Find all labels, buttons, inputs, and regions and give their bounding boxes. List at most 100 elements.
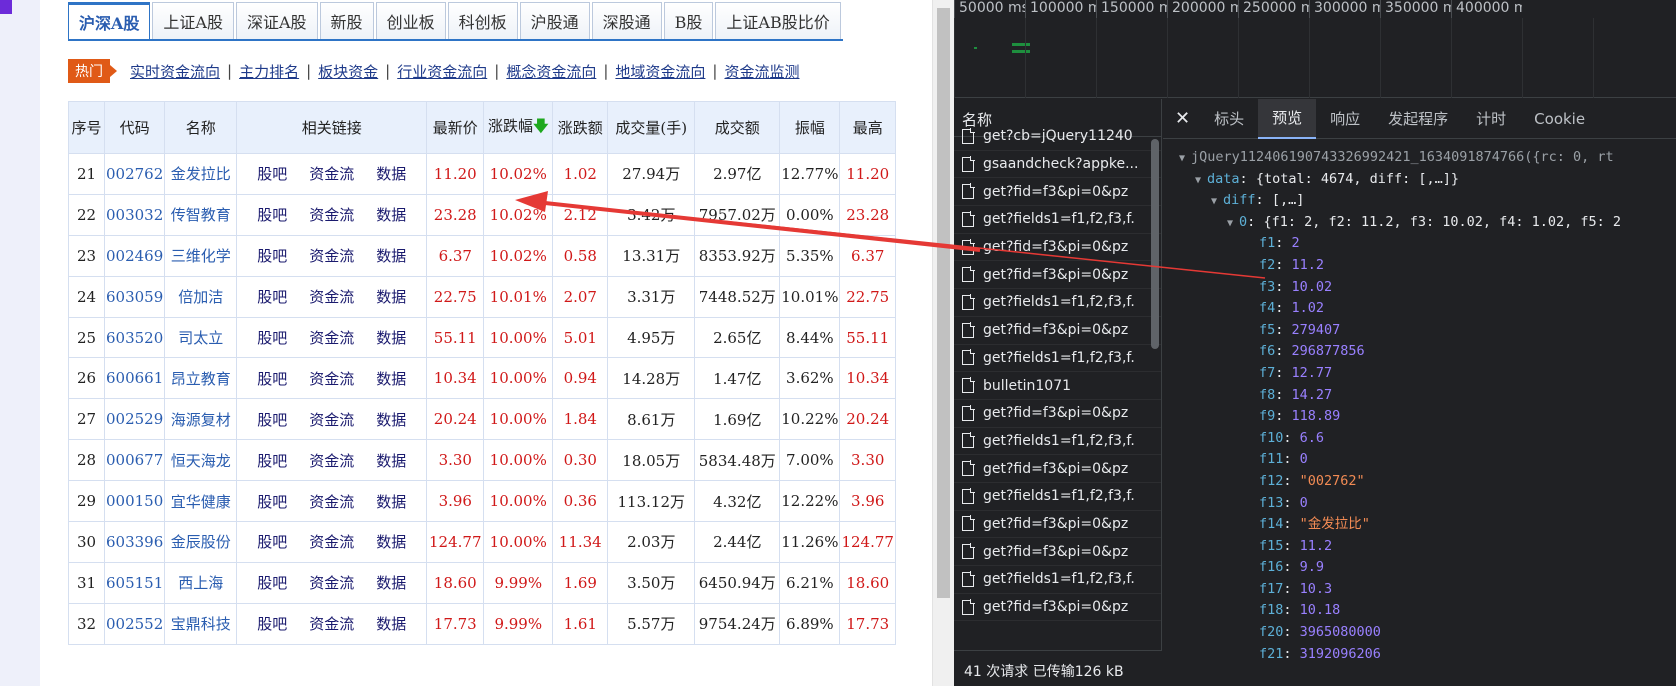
market-tab[interactable]: 科创板	[447, 2, 518, 39]
column-header[interactable]: 振幅	[779, 101, 841, 154]
market-tab[interactable]: 新股	[319, 2, 374, 39]
stock-name-link[interactable]: 金辰股份	[164, 521, 238, 563]
related-link[interactable]: 股吧	[257, 492, 288, 511]
request-item[interactable]: get?fields1=f1,f2,f3,f.	[954, 345, 1161, 373]
related-link[interactable]: 股吧	[257, 533, 288, 552]
related-link[interactable]: 股吧	[257, 206, 288, 225]
json-field-line[interactable]: f9: 118.89	[1179, 406, 1676, 428]
market-tab[interactable]: 上证AB股比价	[715, 2, 841, 39]
json-field-line[interactable]: f5: 279407	[1179, 320, 1676, 342]
request-item[interactable]: get?fields1=f1,f2,f3,f.	[954, 483, 1161, 511]
stock-code-link[interactable]: 600661	[103, 357, 166, 400]
request-item[interactable]: get?fid=f3&pi=0&pz	[954, 511, 1161, 539]
hot-link[interactable]: 行业资金流向	[397, 62, 488, 81]
related-link[interactable]: 数据	[376, 206, 407, 225]
json-data-line[interactable]: ▼ data: {total: 4674, diff: [,…]}	[1195, 170, 1460, 187]
detail-tab[interactable]: 响应	[1330, 110, 1361, 128]
expand-triangle-icon[interactable]: ▼	[1179, 153, 1186, 164]
hot-link[interactable]: 板块资金	[318, 62, 379, 81]
request-list-header[interactable]: 名称	[954, 99, 1161, 137]
json-field-line[interactable]: f18: 10.18	[1179, 600, 1676, 622]
stock-name-link[interactable]: 宝鼎科技	[164, 602, 238, 645]
detail-tab[interactable]: 标头	[1214, 110, 1245, 128]
stock-code-link[interactable]: 003032	[103, 193, 166, 236]
json-field-line[interactable]: f21: 3192096206	[1179, 644, 1676, 666]
related-link[interactable]: 股吧	[257, 288, 288, 307]
detail-tab[interactable]: 预览	[1258, 98, 1317, 139]
hot-link[interactable]: 资金流监测	[724, 62, 800, 81]
request-item[interactable]: get?fields1=f1,f2,f3,f.	[954, 289, 1161, 317]
page-scrollbar[interactable]	[932, 0, 954, 686]
market-tab[interactable]: 沪深A股	[68, 2, 151, 39]
related-link[interactable]: 股吧	[257, 329, 288, 347]
related-link[interactable]: 资金流	[309, 410, 355, 429]
stock-code-link[interactable]: 000677	[103, 439, 166, 482]
stock-name-link[interactable]: 西上海	[164, 561, 238, 604]
related-link[interactable]: 资金流	[309, 329, 355, 347]
column-header[interactable]: 成交额	[694, 101, 781, 154]
related-link[interactable]: 资金流	[309, 492, 355, 511]
related-link[interactable]: 数据	[376, 288, 407, 307]
stock-code-link[interactable]: 002762	[103, 153, 166, 195]
stock-code-link[interactable]: 603396	[103, 521, 166, 563]
detail-tab[interactable]: Cookie	[1534, 109, 1586, 128]
column-header[interactable]: 最新价	[426, 101, 485, 154]
request-item[interactable]: get?fid=f3&pi=0&pz	[954, 594, 1161, 622]
json-field-line[interactable]: f16: 9.9	[1179, 557, 1676, 579]
json-field-line[interactable]: f8: 14.27	[1179, 385, 1676, 407]
column-header[interactable]: 成交量(手)	[607, 101, 696, 154]
request-item[interactable]: get?fields1=f1,f2,f3,f.	[954, 428, 1161, 456]
stock-name-link[interactable]: 传智教育	[164, 193, 238, 236]
related-link[interactable]: 股吧	[257, 410, 288, 429]
market-tab[interactable]: 深股通	[591, 2, 662, 39]
request-item[interactable]: get?cb=jQuery11240	[954, 123, 1161, 151]
request-item[interactable]: get?fields1=f1,f2,f3,f.	[954, 206, 1161, 234]
related-link[interactable]: 资金流	[309, 206, 355, 225]
stock-code-link[interactable]: 000150	[103, 480, 166, 523]
stock-code-link[interactable]: 605151	[103, 561, 166, 604]
json-diff-line[interactable]: ▼ diff: [,…]	[1211, 192, 1305, 209]
request-item[interactable]: get?fields1=f1,f2,f3,f.	[954, 566, 1161, 594]
related-link[interactable]: 数据	[376, 410, 407, 429]
stock-name-link[interactable]: 昂立教育	[164, 357, 238, 400]
request-item[interactable]: get?fid=f3&pi=0&pz	[954, 400, 1161, 428]
request-item[interactable]: get?fid=f3&pi=0&pz	[954, 261, 1161, 290]
request-item[interactable]: gsaandcheck?appke...	[954, 151, 1161, 179]
detail-tab[interactable]: 计时	[1476, 110, 1507, 128]
related-link[interactable]: 股吧	[257, 165, 288, 184]
json-field-line[interactable]: f1: 2	[1179, 233, 1676, 255]
close-icon[interactable]: ✕	[1175, 108, 1191, 129]
related-link[interactable]: 资金流	[309, 615, 355, 634]
json-field-line[interactable]: f4: 1.02	[1179, 298, 1676, 320]
request-item[interactable]: get?fid=f3&pi=0&pz	[954, 178, 1161, 207]
related-link[interactable]: 股吧	[257, 451, 288, 470]
json-field-line[interactable]: f10: 6.6	[1179, 428, 1676, 450]
column-header[interactable]: 涨跌幅🡇	[483, 101, 554, 154]
related-link[interactable]: 股吧	[257, 574, 288, 593]
related-link[interactable]: 数据	[376, 492, 407, 511]
stock-name-link[interactable]: 三维化学	[164, 234, 238, 277]
stock-name-link[interactable]: 海源复材	[164, 398, 238, 441]
json-field-line[interactable]: f2: 11.2	[1179, 255, 1676, 277]
request-list-scrollbar[interactable]	[1151, 139, 1159, 349]
stock-code-link[interactable]: 603520	[103, 316, 166, 359]
related-link[interactable]: 数据	[376, 329, 407, 347]
column-header[interactable]: 最高	[839, 101, 896, 154]
related-link[interactable]: 数据	[376, 165, 407, 184]
stock-name-link[interactable]: 倍加洁	[164, 275, 238, 318]
related-link[interactable]: 股吧	[257, 247, 288, 266]
json-field-line[interactable]: f20: 3965080000	[1179, 622, 1676, 644]
market-tab[interactable]: 深证A股	[235, 2, 318, 39]
stock-name-link[interactable]: 宜华健康	[164, 480, 238, 523]
related-link[interactable]: 股吧	[257, 615, 288, 634]
json-field-line[interactable]: f17: 10.3	[1179, 579, 1676, 601]
related-link[interactable]: 资金流	[309, 369, 355, 388]
json-field-line[interactable]: f12: "002762"	[1179, 471, 1676, 493]
expand-triangle-icon[interactable]: ▼	[1227, 217, 1234, 229]
page-scrollbar-thumb[interactable]	[937, 8, 950, 598]
related-link[interactable]: 资金流	[309, 451, 355, 470]
stock-code-link[interactable]: 603059	[103, 275, 166, 318]
hot-link[interactable]: 概念资金流向	[506, 62, 597, 81]
json-field-line[interactable]: f13: 0	[1179, 493, 1676, 515]
market-tab[interactable]: 上证A股	[152, 2, 234, 39]
